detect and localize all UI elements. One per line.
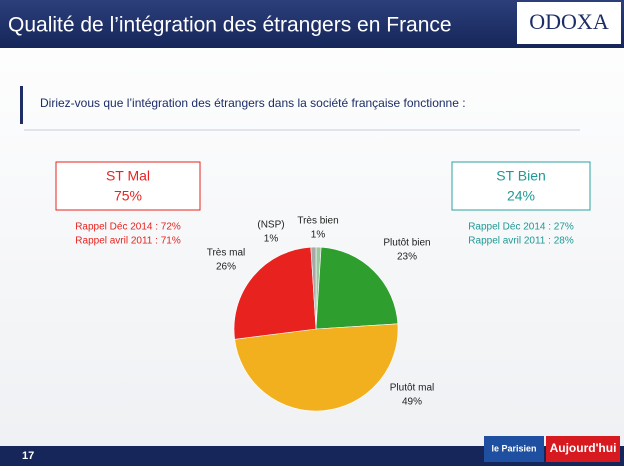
logo-box bbox=[517, 2, 621, 44]
slice-label: Très mal bbox=[207, 248, 246, 259]
st-mal-value: 75% bbox=[114, 188, 142, 204]
title: Qualité de l’intégration des étrangers e… bbox=[8, 14, 452, 37]
logo-parisien-box bbox=[484, 436, 544, 462]
pie-slice bbox=[315, 246, 399, 330]
slice-label: Plutôt mal bbox=[390, 383, 434, 394]
st-bien-recall: Rappel avril 2011 : 28% bbox=[468, 236, 574, 247]
st-bien-label: ST Bien bbox=[496, 168, 546, 184]
footer-bar bbox=[0, 446, 624, 466]
slice-value: 49% bbox=[402, 397, 422, 408]
pie-slice bbox=[233, 246, 317, 340]
question-marker bbox=[20, 86, 23, 124]
pie-slice bbox=[234, 323, 399, 412]
st-mal-box bbox=[55, 161, 201, 211]
slice-label: Plutôt bien bbox=[383, 238, 430, 249]
pie-slice bbox=[310, 246, 317, 330]
slice-value: 26% bbox=[216, 262, 236, 273]
slice-value: 23% bbox=[397, 252, 417, 263]
st-mal-recall: Rappel avril 2011 : 71% bbox=[75, 236, 181, 247]
logo-aujourdhui: Aujourd'hui bbox=[550, 441, 617, 455]
pie-chart: Très bien 1% Plutôt bien 23% Plutôt mal 49% Tr… bbox=[207, 216, 434, 412]
st-bien-box bbox=[451, 161, 591, 211]
logo: ODOXA bbox=[529, 9, 609, 34]
st-mal-recall: Rappel Déc 2014 : 72% bbox=[75, 222, 181, 233]
st-bien-recall: Rappel Déc 2014 : 27% bbox=[468, 222, 574, 233]
logo-aujourdhui-box bbox=[546, 436, 620, 462]
logo-parisien: le Parisien bbox=[491, 443, 536, 453]
slice-label: (NSP) bbox=[257, 220, 284, 231]
st-bien-value: 24% bbox=[507, 188, 535, 204]
question: Diriez-vous que l’intégration des étrang… bbox=[40, 96, 466, 110]
slice-label: Très bien bbox=[297, 216, 338, 227]
slice-value: 1% bbox=[311, 230, 326, 241]
st-mal-label: ST Mal bbox=[106, 168, 150, 184]
page-number: 17 bbox=[22, 450, 34, 462]
slice-value: 1% bbox=[264, 234, 279, 245]
